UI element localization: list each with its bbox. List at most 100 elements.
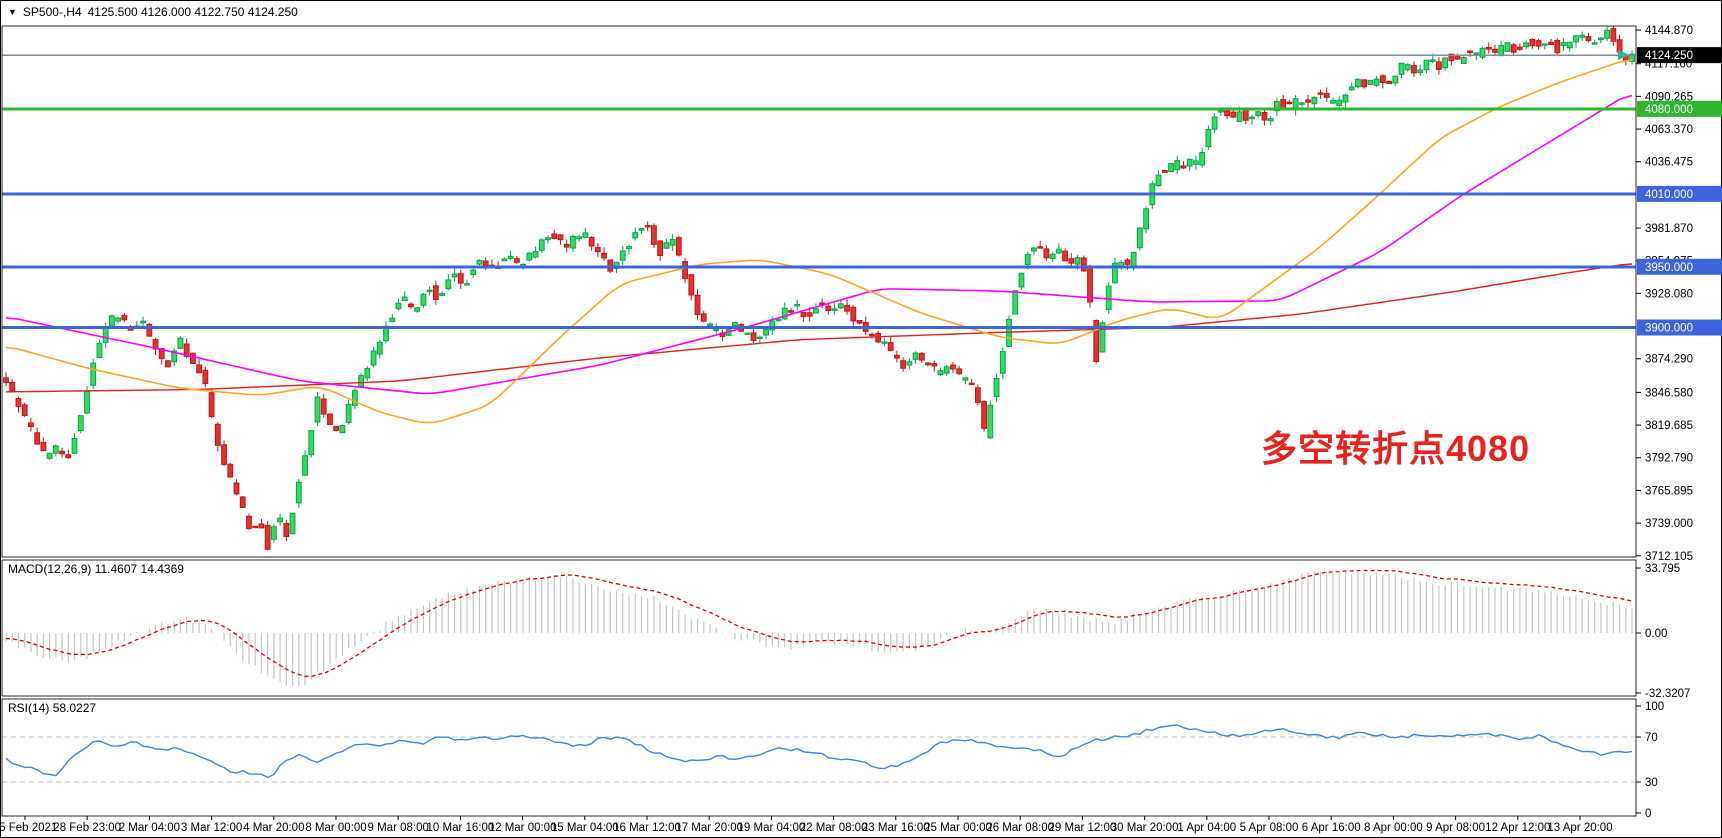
candle-body xyxy=(1311,96,1318,105)
time-axis-label: 28 Feb 23:00 xyxy=(53,822,121,834)
candle-body xyxy=(77,415,84,432)
candle-body xyxy=(264,524,271,550)
price-axis[interactable]: 4144.8704117.1604090.2654063.3704036.475… xyxy=(1636,25,1722,820)
candle-body xyxy=(1305,99,1311,103)
candle-body xyxy=(1404,64,1411,71)
candle-body xyxy=(1199,151,1206,166)
candle-body xyxy=(1473,52,1480,55)
candle-body xyxy=(1230,111,1237,118)
candle-body xyxy=(1330,100,1336,104)
candle-body xyxy=(1342,94,1349,103)
macd-signal-line xyxy=(5,569,1633,678)
price-level-badge-label: 4124.250 xyxy=(1645,50,1693,62)
candle-body xyxy=(34,432,41,445)
candle-body xyxy=(1516,46,1523,50)
candle-body xyxy=(333,425,340,431)
candle-body xyxy=(408,303,414,308)
rsi-line xyxy=(5,724,1633,779)
candle-body xyxy=(819,302,826,305)
candle-body xyxy=(1554,39,1561,54)
time-axis-label: 1 Apr 04:00 xyxy=(1177,822,1236,834)
candle-body xyxy=(781,307,788,320)
time-axis-label: 10 Mar 16:00 xyxy=(427,822,495,834)
candle-body xyxy=(1573,35,1579,43)
time-axis-label: 13 Apr 20:00 xyxy=(1547,822,1612,834)
candle-body xyxy=(3,377,9,383)
candle-body xyxy=(626,246,632,250)
time-axis-label: 12 Apr 12:00 xyxy=(1485,822,1550,834)
candle-body xyxy=(140,320,146,324)
candle-body xyxy=(887,342,894,352)
candle-body xyxy=(844,304,850,312)
price-tick-label: 4063.370 xyxy=(1645,124,1693,136)
candle-body xyxy=(1535,40,1542,47)
price-level-badge-label: 3950.000 xyxy=(1645,262,1693,274)
candle-body xyxy=(15,397,22,407)
candle-body xyxy=(351,390,358,406)
candle-body xyxy=(1392,75,1399,84)
candle-body xyxy=(588,236,595,247)
candle-body xyxy=(682,261,688,280)
ma-slow-line xyxy=(6,263,1633,393)
candle-body xyxy=(370,350,377,366)
time-axis-label: 25 Mar 00:00 xyxy=(924,822,992,834)
panel-border xyxy=(1,559,1637,697)
candle-body xyxy=(657,240,664,257)
candle-body xyxy=(601,252,607,259)
candle-body xyxy=(800,312,807,317)
candle-body xyxy=(1548,41,1554,45)
candle-body xyxy=(663,242,670,249)
last-price-arrow xyxy=(1618,50,1630,60)
candle-body xyxy=(302,455,308,476)
candle-body xyxy=(582,232,589,239)
candle-body xyxy=(1479,47,1486,58)
rsi-indicator-label: RSI(14) 58.0227 xyxy=(8,701,96,715)
candle-body xyxy=(1180,165,1187,169)
candle-body xyxy=(831,308,838,311)
price-tick-label: 3792.790 xyxy=(1645,453,1693,465)
macd-indicator-label: MACD(12,26,9) 11.4607 14.4369 xyxy=(8,562,184,576)
candle-body xyxy=(439,293,446,296)
candle-body xyxy=(1411,65,1417,74)
candle-body xyxy=(1361,79,1368,88)
candle-body xyxy=(551,233,558,239)
candle-body xyxy=(1286,101,1293,105)
candle-body xyxy=(513,258,520,263)
time-axis-label: 30 Mar 20:00 xyxy=(1111,822,1179,834)
price-level-badge xyxy=(1637,185,1722,202)
candle-body xyxy=(432,285,439,300)
time-axis-label: 12 Mar 00:00 xyxy=(489,822,557,834)
time-axis-label: 16 Mar 12:00 xyxy=(613,822,681,834)
candle-body xyxy=(327,413,333,425)
price-tick-label: 3874.290 xyxy=(1645,354,1693,366)
candle-body xyxy=(763,329,769,336)
candle-body xyxy=(825,305,832,312)
time-axis-label: 26 Mar 08:00 xyxy=(986,822,1054,834)
candle-body xyxy=(401,296,408,301)
candle-body xyxy=(619,250,626,261)
candle-body xyxy=(109,315,115,327)
candle-body xyxy=(308,430,315,456)
candle-body xyxy=(177,337,184,349)
time-axis-label: 15 Mar 04:00 xyxy=(551,822,619,834)
candle-body xyxy=(420,293,427,306)
time-axis-label: 17 Mar 20:00 xyxy=(675,822,743,834)
candle-body xyxy=(1492,48,1498,53)
price-tick-label: 3981.870 xyxy=(1645,223,1693,235)
price-level-badge-label: 3900.000 xyxy=(1645,323,1693,335)
symbol-dropdown-icon[interactable]: ▼ xyxy=(8,7,17,17)
time-axis-label: 3 Mar 12:00 xyxy=(181,822,242,834)
candle-body xyxy=(457,273,464,284)
candle-body xyxy=(1093,319,1100,363)
candle-body xyxy=(937,370,944,376)
candle-body xyxy=(594,247,601,253)
candle-body xyxy=(1610,28,1617,42)
candle-body xyxy=(1217,110,1224,113)
price-levels[interactable] xyxy=(2,50,1636,330)
panel-border xyxy=(1,25,1637,558)
candle-body xyxy=(464,283,470,286)
candle-body xyxy=(744,332,751,335)
candle-body xyxy=(21,404,28,417)
